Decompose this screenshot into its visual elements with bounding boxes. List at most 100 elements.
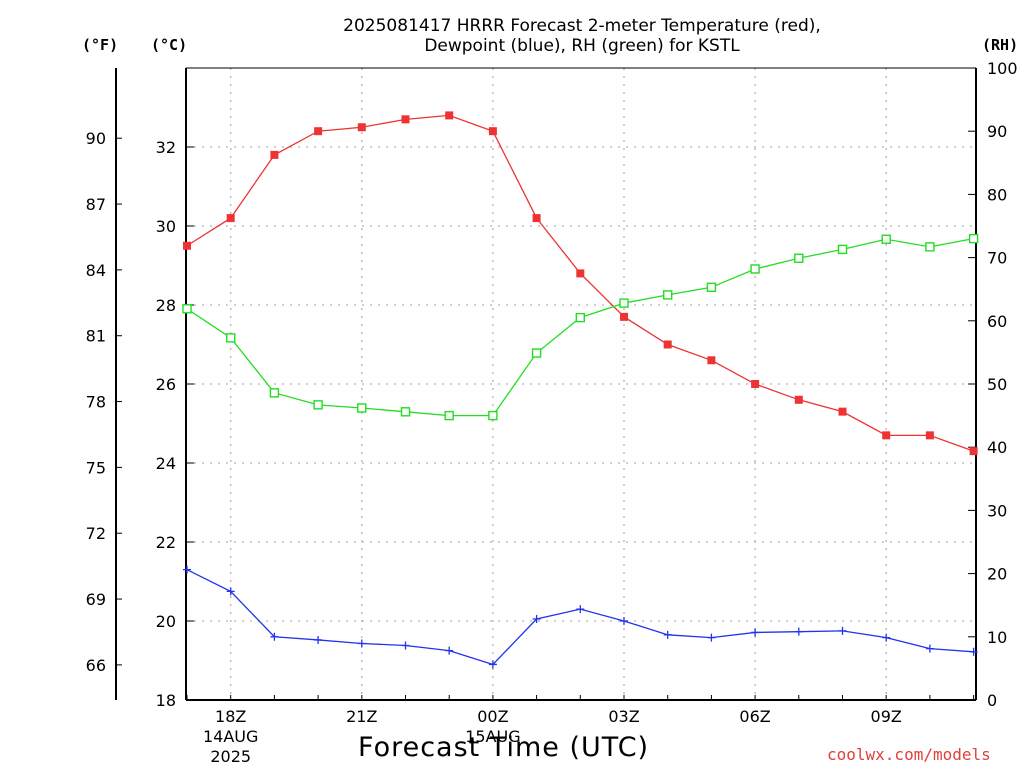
- dewpoint-point: [794, 627, 803, 636]
- celsius-tick-label: 28: [156, 296, 176, 315]
- rh-point: [881, 234, 891, 244]
- temperature-point: [751, 380, 760, 388]
- dewpoint-point: [401, 641, 410, 650]
- rh-point: [706, 282, 717, 293]
- rh-tick-label: 60: [987, 312, 1007, 331]
- dewpoint-point: [488, 660, 497, 669]
- rh-point: [837, 244, 848, 255]
- dewpoint-point: [751, 628, 760, 637]
- rh-point: [444, 410, 454, 421]
- fahrenheit-unit-label: (°F): [82, 36, 119, 54]
- x-axis-label: Forecast Time (UTC): [358, 732, 650, 763]
- dewpoint-point: [882, 633, 891, 642]
- x-tick-label: 03Z: [608, 707, 639, 726]
- fahrenheit-tick-label: 72: [86, 524, 106, 543]
- rh-tick-label: 90: [987, 122, 1007, 141]
- x-tick-label: 15AUG: [465, 727, 520, 746]
- x-tick-label: 21Z: [346, 707, 377, 726]
- celsius-tick-label: 26: [156, 375, 176, 394]
- dewpoint-point: [314, 635, 323, 644]
- rh-tick-label: 80: [987, 185, 1007, 204]
- dewpoint-point: [663, 630, 672, 639]
- rh-tick-label: 40: [987, 438, 1007, 457]
- temperature-point: [357, 123, 366, 132]
- celsius-unit-label: (°C): [151, 36, 188, 54]
- rh-point: [619, 298, 629, 308]
- dewpoint-point: [270, 632, 279, 641]
- rh-point: [968, 233, 979, 244]
- celsius-tick-label: 20: [156, 612, 176, 631]
- rh-point: [925, 242, 935, 252]
- rh-point: [182, 304, 192, 314]
- rh-point: [663, 290, 673, 300]
- x-tick-label: 00Z: [477, 707, 508, 726]
- fahrenheit-tick-label: 87: [86, 195, 106, 214]
- chart-title-line1: 2025081417 HRRR Forecast 2-meter Tempera…: [343, 16, 821, 36]
- x-tick-label: 14AUG: [203, 727, 258, 746]
- dewpoint-point: [969, 647, 978, 656]
- celsius-tick-label: 22: [156, 533, 176, 552]
- x-tick-label: 06Z: [739, 707, 770, 726]
- temperature-point: [270, 150, 279, 159]
- rh-point: [488, 410, 498, 421]
- rh-tick-label: 10: [987, 628, 1007, 647]
- dewpoint-point: [925, 644, 934, 653]
- temperature-point: [620, 312, 628, 321]
- dewpoint-line: [186, 569, 974, 666]
- celsius-tick-label: 18: [156, 691, 176, 710]
- temperature-series: [183, 111, 978, 456]
- temperature-point: [576, 269, 585, 278]
- fahrenheit-tick-label: 81: [86, 327, 106, 346]
- dewpoint-series: [183, 565, 978, 669]
- rh-unit-label: (RH): [982, 36, 1019, 54]
- temperature-point: [488, 127, 497, 136]
- temperature-point: [663, 340, 672, 349]
- dewpoint-point: [445, 646, 454, 655]
- fahrenheit-tick-label: 84: [86, 261, 106, 280]
- rh-tick-label: 100: [987, 59, 1018, 78]
- fahrenheit-tick-label: 75: [86, 458, 106, 477]
- dewpoint-point: [620, 617, 628, 625]
- chart-title-line2: Dewpoint (blue), RH (green) for KSTL: [424, 36, 740, 56]
- rh-point: [357, 403, 367, 413]
- temperature-point: [969, 447, 978, 456]
- celsius-tick-label: 32: [156, 138, 176, 157]
- rh-point: [269, 388, 280, 398]
- rh-tick-label: 0: [987, 691, 997, 710]
- rh-point: [794, 253, 804, 263]
- temperature-point: [838, 407, 847, 416]
- temperature-point: [314, 127, 323, 136]
- temperature-point: [226, 214, 235, 223]
- rh-point: [400, 407, 411, 417]
- site-watermark: coolwx.com/models: [827, 745, 991, 764]
- dewpoint-point: [707, 633, 716, 642]
- rh-tick-label: 30: [987, 501, 1007, 520]
- temperature-point: [445, 111, 454, 120]
- rh-point: [750, 264, 760, 274]
- rh-line: [186, 238, 974, 417]
- dewpoint-point: [357, 639, 366, 648]
- temperature-point: [794, 395, 803, 404]
- rh-tick-label: 50: [987, 375, 1007, 394]
- x-tick-label: 09Z: [871, 707, 902, 726]
- x-tick-label: 2025: [210, 747, 251, 766]
- dewpoint-point: [183, 565, 191, 574]
- rh-point: [313, 400, 323, 410]
- rh-point: [575, 312, 585, 323]
- fahrenheit-tick-label: 69: [86, 590, 106, 609]
- fahrenheit-tick-label: 66: [86, 656, 106, 675]
- temperature-point: [882, 431, 891, 440]
- rh-tick-label: 70: [987, 249, 1007, 268]
- rh-tick-label: 20: [987, 565, 1007, 584]
- dewpoint-point: [532, 615, 541, 624]
- celsius-tick-label: 24: [156, 454, 176, 473]
- rh-point: [225, 333, 236, 343]
- temperature-point: [183, 241, 191, 250]
- dewpoint-point: [576, 605, 585, 614]
- x-tick-label: 18Z: [215, 707, 246, 726]
- temperature-point: [707, 356, 716, 365]
- dewpoint-point: [838, 626, 847, 635]
- temperature-point: [925, 431, 934, 440]
- rh-point: [531, 348, 542, 358]
